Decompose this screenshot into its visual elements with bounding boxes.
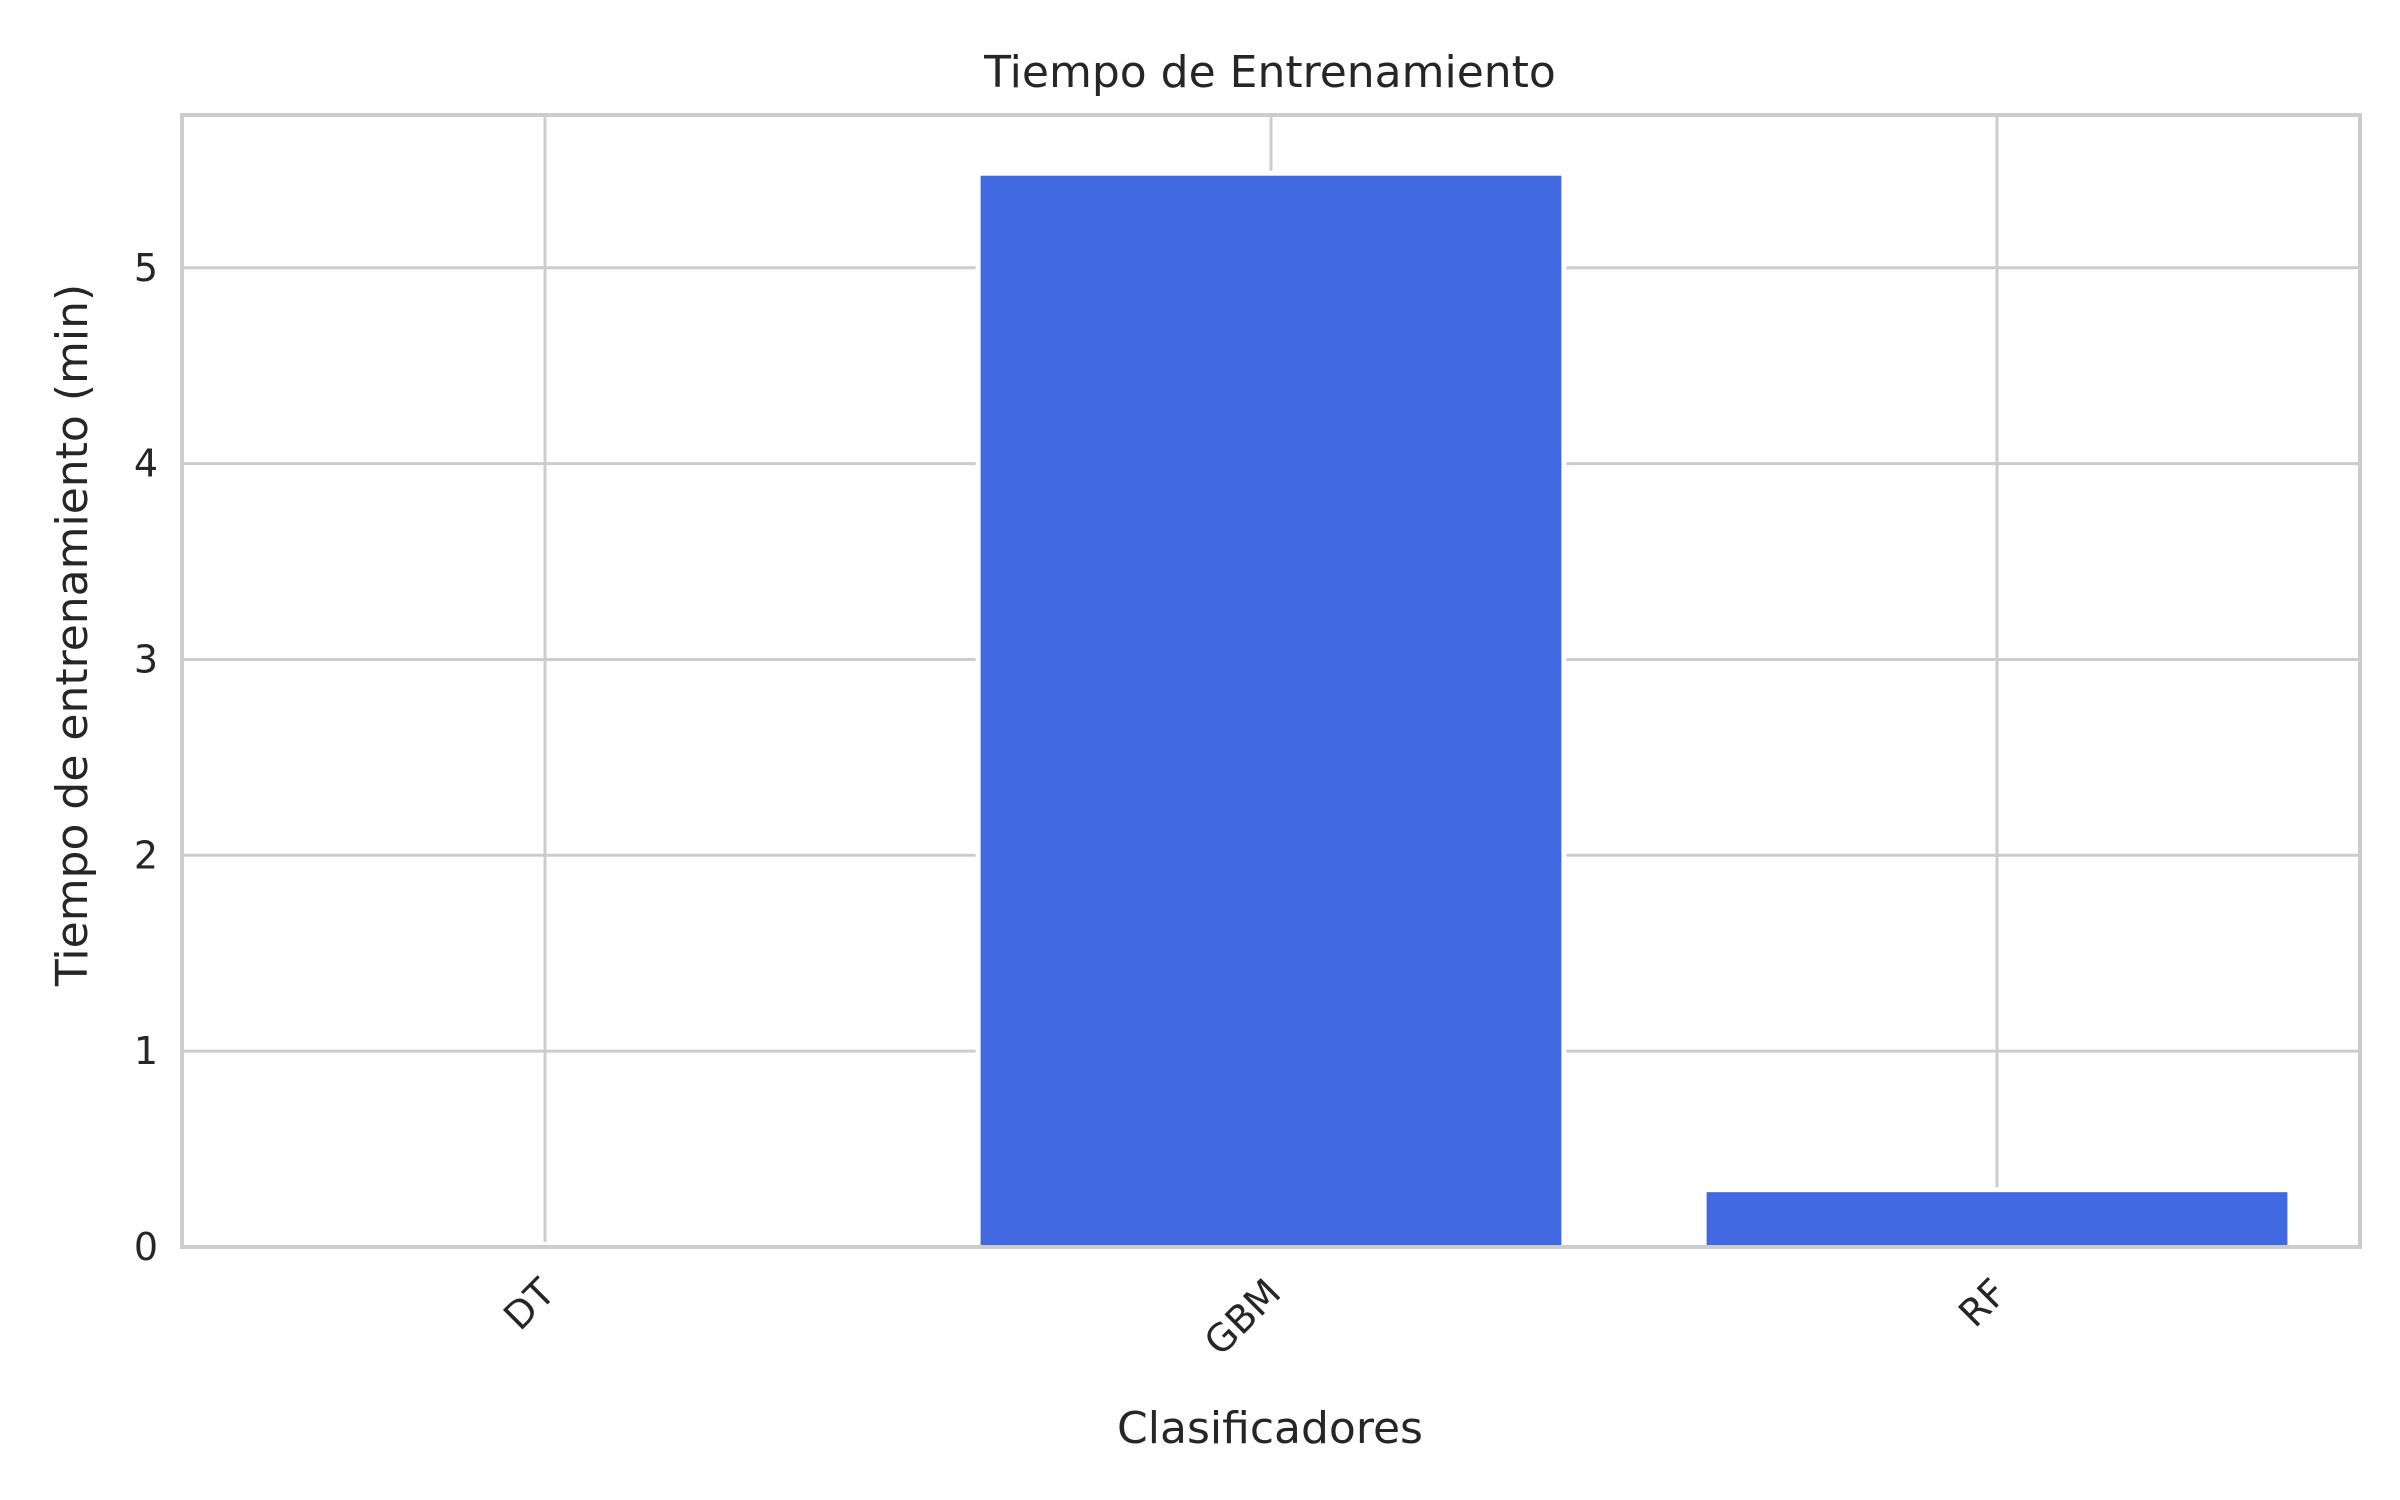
chart-title: Tiempo de Entrenamiento <box>983 47 1556 98</box>
y-tick-label: 2 <box>134 833 158 877</box>
x-tick-label: GBM <box>1196 1270 1290 1364</box>
x-axis-label: Clasificadores <box>1117 1403 1423 1454</box>
x-tick-label: RF <box>1950 1270 2015 1335</box>
bar-rf <box>1706 1192 2288 1247</box>
bar-edge <box>249 1242 841 1247</box>
plot-frame <box>180 113 2362 1249</box>
y-tick-label: 4 <box>134 442 158 486</box>
bars <box>249 170 2293 1248</box>
y-tick-labels: 0 1 2 3 4 5 <box>134 246 158 1269</box>
y-tick-label: 3 <box>134 637 158 681</box>
y-axis-label: Tiempo de entrenamiento (min) <box>47 284 98 987</box>
y-tick-label: 5 <box>134 246 158 290</box>
x-tick-labels: DT GBM RF <box>495 1270 2015 1364</box>
bar-gbm <box>980 175 1562 1248</box>
y-tick-label: 1 <box>134 1029 158 1073</box>
x-tick-label: DT <box>495 1270 564 1339</box>
y-tick-label: 0 <box>134 1225 158 1269</box>
